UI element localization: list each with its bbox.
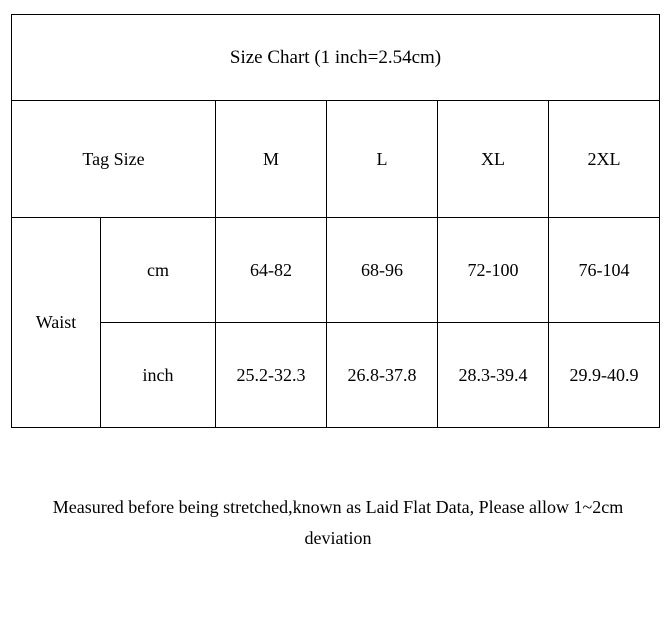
tag-size-header: Tag Size <box>12 101 216 218</box>
size-header-m: M <box>216 101 327 218</box>
waist-cm-row: Waist cm 64-82 68-96 72-100 76-104 <box>12 218 660 323</box>
waist-inch-l: 26.8-37.8 <box>327 323 438 428</box>
waist-inch-row: inch 25.2-32.3 26.8-37.8 28.3-39.4 29.9-… <box>12 323 660 428</box>
size-header-xl: XL <box>438 101 549 218</box>
size-chart-container: Size Chart (1 inch=2.54cm) Tag Size M L … <box>0 14 672 642</box>
unit-inch: inch <box>101 323 216 428</box>
size-chart-table: Size Chart (1 inch=2.54cm) Tag Size M L … <box>11 14 660 428</box>
size-header-2xl: 2XL <box>549 101 660 218</box>
footer-note: Measured before being stretched,known as… <box>52 492 624 553</box>
title-row: Size Chart (1 inch=2.54cm) <box>12 15 660 101</box>
waist-inch-m: 25.2-32.3 <box>216 323 327 428</box>
waist-inch-xl: 28.3-39.4 <box>438 323 549 428</box>
waist-cm-xl: 72-100 <box>438 218 549 323</box>
unit-cm: cm <box>101 218 216 323</box>
chart-title: Size Chart (1 inch=2.54cm) <box>12 15 660 101</box>
header-row: Tag Size M L XL 2XL <box>12 101 660 218</box>
size-header-l: L <box>327 101 438 218</box>
waist-cm-l: 68-96 <box>327 218 438 323</box>
waist-label: Waist <box>12 218 101 428</box>
waist-inch-2xl: 29.9-40.9 <box>549 323 660 428</box>
waist-cm-2xl: 76-104 <box>549 218 660 323</box>
waist-cm-m: 64-82 <box>216 218 327 323</box>
